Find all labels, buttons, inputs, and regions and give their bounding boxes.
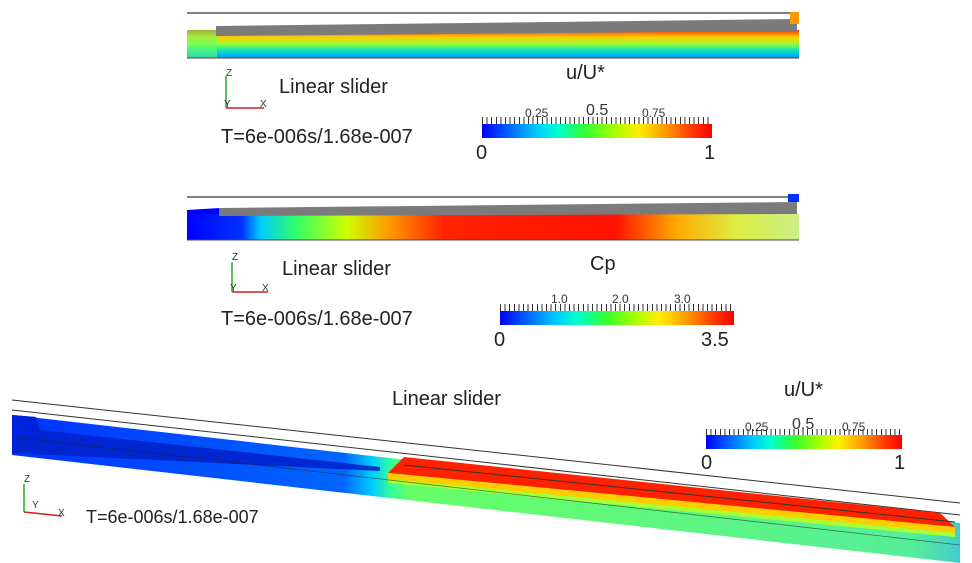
axis-x-label: X xyxy=(262,283,269,294)
axis-x-label: X xyxy=(260,99,267,110)
flow-field-3 xyxy=(11,399,961,563)
panel-2-time: T=6e-006s/1.68e-007 xyxy=(221,308,413,330)
colorbar-1-max: 1 xyxy=(704,142,716,164)
colorbar-2-max: 3.5 xyxy=(701,329,729,351)
colorbar-1-min: 0 xyxy=(476,142,488,164)
flow-field-2 xyxy=(187,194,799,241)
colorbar-1-tick-1: 0.25 xyxy=(525,106,549,120)
colorbar-2-tick-2: 2.0 xyxy=(612,292,629,306)
colorbar-1 xyxy=(482,124,712,138)
colorbar-2-min: 0 xyxy=(494,329,506,351)
panel-1-time: T=6e-006s/1.68e-007 xyxy=(221,126,413,148)
panel-3-time: T=6e-006s/1.68e-007 xyxy=(86,507,259,527)
colorbar-3 xyxy=(706,435,902,449)
colorbar-1-title: u/U* xyxy=(566,62,605,84)
axis-z-label: Z xyxy=(24,474,31,485)
axis-x-label: X xyxy=(58,508,65,519)
axis-y-label: Y xyxy=(230,283,237,294)
axis-y-label: Y xyxy=(32,500,39,511)
axis-z-label: Z xyxy=(226,68,233,79)
colorbar-3-max: 1 xyxy=(894,452,906,474)
colorbar-3-tick-2: 0.5 xyxy=(792,416,815,433)
panel-2-title: Linear slider xyxy=(282,258,391,280)
colorbar-2-tick-3: 3.0 xyxy=(674,292,691,306)
colorbar-2-tick-1: 1.0 xyxy=(551,292,568,306)
axis-y-label: Y xyxy=(224,99,231,110)
panel-1-title: Linear slider xyxy=(279,76,388,98)
axis-z-label: Z xyxy=(232,252,239,263)
panel-3-title: Linear slider xyxy=(392,388,501,410)
colorbar-3-minor-ticks xyxy=(706,429,902,437)
colorbar-1-tick-2: 0.5 xyxy=(586,102,609,119)
axis-triad-3: Z Y X xyxy=(18,474,68,524)
flow-field-1 xyxy=(187,12,799,59)
colorbar-1-tick-3: 0.75 xyxy=(642,106,666,120)
colorbar-2 xyxy=(500,311,734,325)
colorbar-3-title: u/U* xyxy=(784,379,823,401)
colorbar-3-min: 0 xyxy=(701,452,713,474)
colorbar-2-minor-ticks xyxy=(500,304,734,312)
colorbar-2-title: Cp xyxy=(590,253,616,275)
axis-triad-1: Z Y X xyxy=(220,68,270,118)
colorbar-1-minor-ticks xyxy=(482,117,712,125)
axis-triad-2: Z Y X xyxy=(226,252,276,302)
